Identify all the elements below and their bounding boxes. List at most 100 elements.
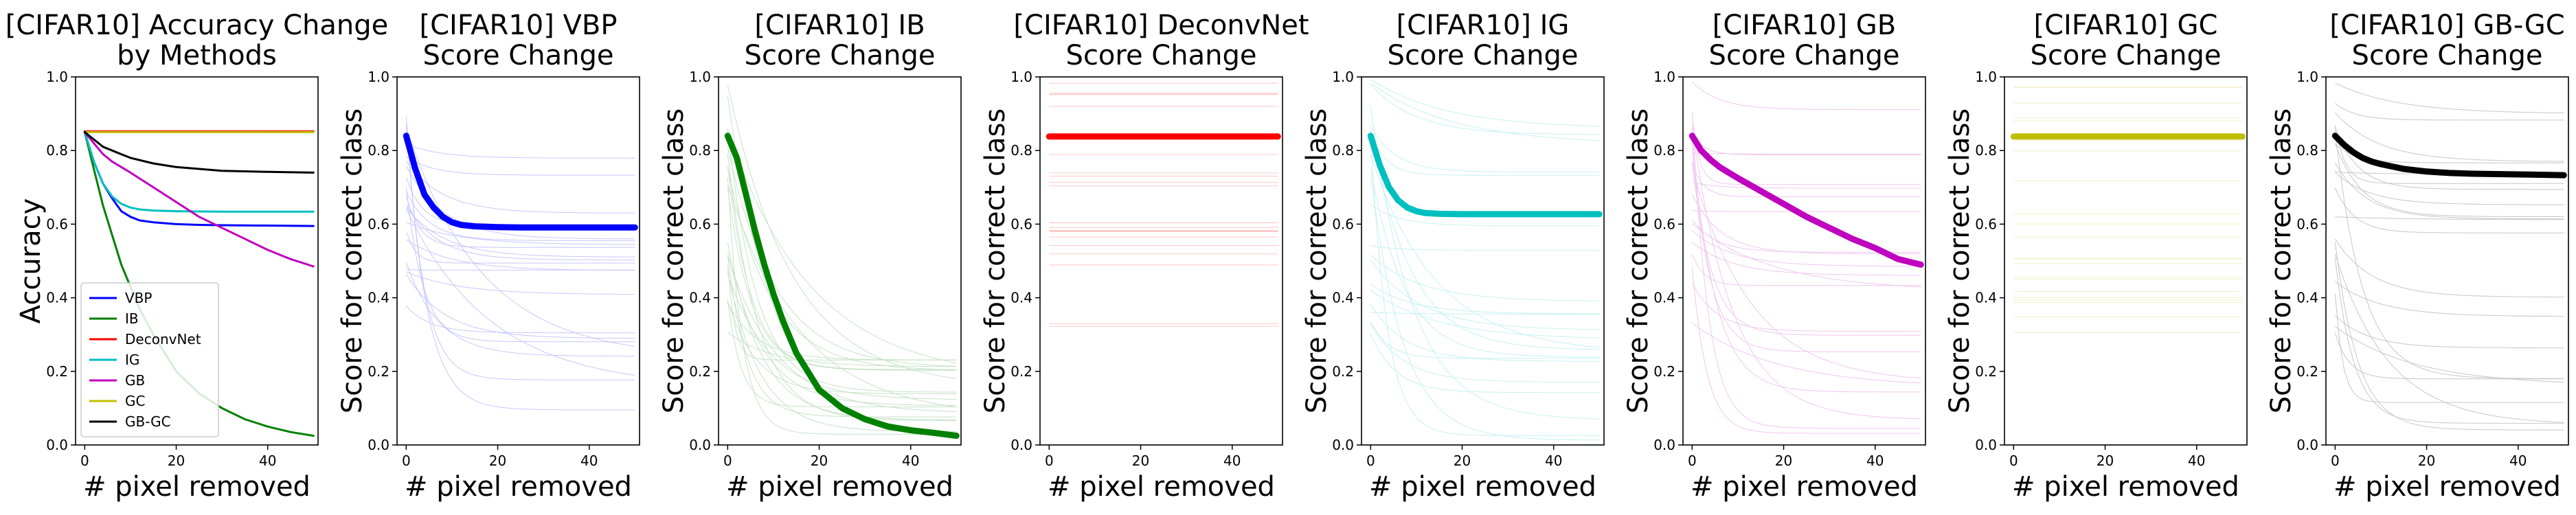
y-tick-label: 1.0 [1975,69,1997,85]
x-tick-label: 20 [2097,453,2114,469]
x-axis-label: # pixel removed [83,471,310,503]
sample-trace [405,165,635,240]
series-line-ig [83,130,315,213]
chart-title-line: Score Change [1388,40,1579,71]
legend-label: IB [125,310,139,327]
y-tick-label: 1.0 [1010,69,1032,85]
sample-trace [1692,322,1921,384]
sample-trace [2334,130,2564,379]
sample-trace [2334,125,2564,184]
sample-trace [2335,82,2564,113]
sample-trace [727,255,957,412]
y-axis-label: Score for correct class [980,108,1011,414]
x-tick-label: 20 [1454,453,1471,469]
y-tick-label: 0.8 [368,142,389,159]
y-axis-label: Accuracy [15,198,47,324]
sample-trace [727,184,957,408]
chart-title-line: [CIFAR10] IB [754,10,925,41]
sample-trace [727,177,957,435]
sample-trace [1691,139,1921,393]
x-axis-label: # pixel removed [2012,471,2239,503]
y-tick-label: 0.2 [2296,363,2318,380]
chart-title-line: [CIFAR10] GB [1713,10,1896,41]
x-axis-label: # pixel removed [1369,471,1596,503]
x-tick-label: 20 [811,453,828,469]
y-tick-label: 0.4 [2296,290,2318,306]
sample-trace [2334,238,2564,298]
sample-trace [727,273,957,400]
chart-title-line: Score Change [745,40,936,71]
y-axis-label: Score for correct class [2266,108,2297,414]
chart-title-line: Score Change [1066,40,1257,71]
y-tick-label: 0.6 [2296,216,2318,232]
sample-trace [1370,323,1600,382]
sample-trace [405,262,635,357]
y-tick-label: 0.4 [46,290,68,306]
sample-trace [727,251,957,406]
y-tick-label: 0.2 [1010,363,1032,380]
legend-frame [80,282,219,437]
chart-title-line: [CIFAR10] GC [2034,10,2218,41]
x-tick-label: 40 [580,453,598,469]
x-tick-label: 0 [2331,453,2340,469]
x-tick-label: 40 [2188,453,2205,469]
x-tick-label: 40 [2509,453,2527,469]
y-tick-label: 0.0 [46,437,68,453]
sample-trace [1691,117,1921,185]
y-tick-label: 0.0 [1332,437,1354,453]
sample-trace [406,222,635,245]
chart-title-line: Score Change [2352,40,2543,71]
sample-trace [1370,333,1600,393]
plot-frame [1039,76,1283,446]
y-tick-label: 0.6 [368,216,389,232]
sample-trace [2334,333,2564,380]
y-tick-label: 0.2 [1332,363,1354,380]
sample-trace [406,271,635,295]
sample-trace [727,332,957,367]
y-tick-label: 0.4 [1653,290,1675,306]
sample-trace [1692,210,1921,212]
chart-title-line: [CIFAR10] DeconvNet [1013,10,1309,41]
x-tick-label: 20 [168,453,185,469]
series-line [1367,133,1603,218]
plot-frame [396,76,640,446]
y-axis-label: Score for correct class [1623,108,1654,414]
sample-trace [406,144,635,159]
sample-trace [405,274,635,339]
sample-trace [1691,230,1921,267]
sample-trace [727,168,957,371]
chart-title-line: Score Change [423,40,614,71]
y-tick-label: 1.0 [689,69,711,85]
sample-trace [727,187,957,371]
sample-trace [727,165,957,370]
sample-trace [1370,154,1600,348]
sample-trace [1370,137,1600,436]
sample-trace [727,242,957,420]
plot-frame [2325,76,2569,446]
sample-trace [727,84,957,379]
sample-trace [405,204,635,261]
sample-trace [1691,223,1921,288]
legend-label: DeconvNet [125,331,201,347]
y-tick-label: 0.0 [368,437,389,453]
x-tick-label: 0 [1688,453,1697,469]
y-tick-label: 0.0 [2296,437,2318,453]
sample-trace [1691,267,1921,434]
x-tick-label: 0 [723,453,732,469]
y-tick-label: 0.8 [2296,142,2318,159]
sample-trace [405,306,635,334]
x-tick-label: 0 [1366,453,1375,469]
legend-label: GC [125,393,145,409]
sample-trace [2334,127,2564,190]
sample-trace [405,116,635,380]
x-tick-label: 40 [1866,453,1884,469]
sample-trace [1370,283,1600,314]
y-tick-label: 0.8 [46,142,68,159]
y-tick-label: 0.2 [689,363,711,380]
sample-traces [405,116,635,411]
legend-label: GB-GC [125,413,171,430]
